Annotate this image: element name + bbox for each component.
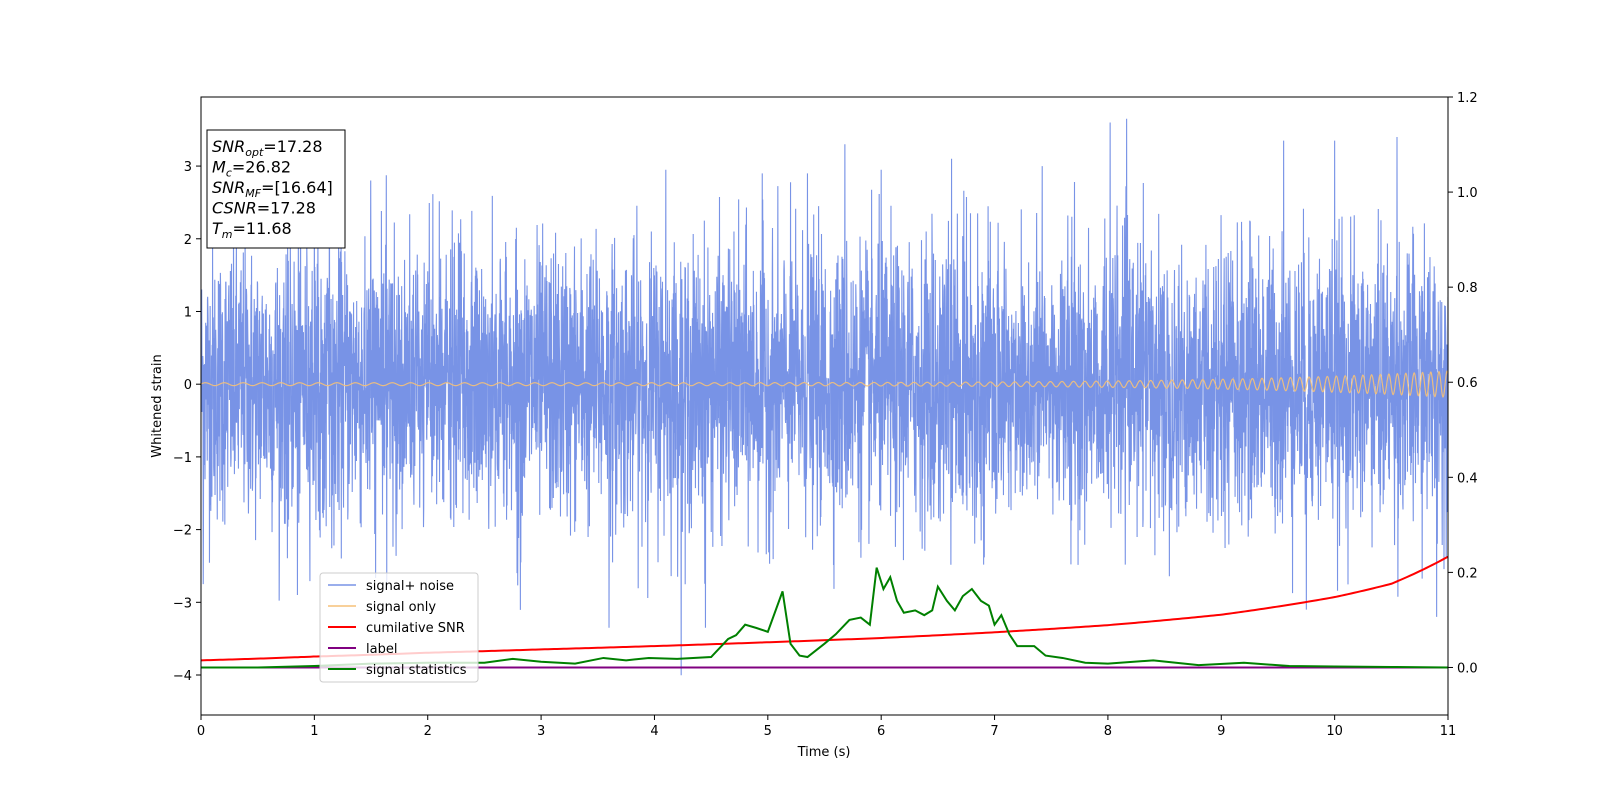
x-tick-label: 3: [537, 724, 545, 739]
plot-frame: [200, 96, 1449, 716]
legend-label: label: [366, 642, 397, 657]
x-tick-label: 5: [764, 724, 772, 739]
y-tick-label: 2: [184, 233, 192, 248]
y2-tick-label: 0.6: [1457, 376, 1478, 391]
series-line-signal-statistics: [201, 567, 1448, 669]
legend-label: cumilative SNR: [366, 621, 465, 636]
y-tick-label: −4: [173, 669, 192, 684]
y2-tick-label: 0.8: [1457, 281, 1478, 296]
y-tick-label: 0: [184, 378, 192, 393]
x-tick-label: 6: [877, 724, 885, 739]
y-tick-label: 3: [184, 160, 192, 175]
info-line: Tm=11.68: [212, 219, 292, 241]
x-axis-label: Time (s): [797, 745, 851, 760]
info-line: SNRopt=17.28: [212, 137, 323, 159]
info-line: SNRMF=[16.64]: [212, 178, 333, 200]
x-tick-label: 9: [1217, 724, 1225, 739]
x-tick-label: 0: [197, 724, 205, 739]
y2-tick-label: 0.0: [1457, 661, 1478, 676]
y-tick-label: 1: [184, 305, 192, 320]
y2-tick-label: 0.2: [1457, 566, 1478, 581]
legend-label: signal only: [366, 600, 436, 615]
info-box-frame: [206, 129, 346, 249]
x-tick-label: 4: [650, 724, 658, 739]
y-axis-label: Whitened strain: [150, 354, 165, 457]
legend-frame: [319, 572, 479, 683]
y2-tick-label: 1.0: [1457, 186, 1478, 201]
y-tick-label: −3: [173, 596, 192, 611]
x-tick-label: 7: [990, 724, 998, 739]
y2-tick-label: 1.2: [1457, 91, 1478, 106]
x-tick-label: 8: [1104, 724, 1112, 739]
x-tick-label: 11: [1440, 724, 1457, 739]
y-axis: −4 −3 −2 −1 0 1 2 3: [173, 160, 201, 684]
legend: signal+ noise signal only cumilative SNR la…: [319, 572, 479, 683]
legend-label: signal+ noise: [366, 579, 454, 594]
y2-axis: 0.0 0.2 0.4 0.6 0.8 1.0 1.2: [1448, 91, 1478, 676]
y2-tick-label: 0.4: [1457, 471, 1478, 486]
info-box: SNRopt=17.28Mc=26.82SNRMF=[16.64]CSNR=17…: [206, 129, 346, 249]
y-tick-label: −2: [173, 524, 192, 539]
x-tick-label: 1: [310, 724, 318, 739]
info-line: Mc=26.82: [212, 158, 291, 180]
y-tick-label: −1: [173, 451, 192, 466]
x-tick-label: 10: [1326, 724, 1343, 739]
series-line-signal-only: [201, 370, 1448, 398]
series-line-signal-noise: [201, 118, 1448, 676]
info-line: CSNR=17.28: [212, 199, 316, 218]
x-tick-label: 2: [424, 724, 432, 739]
x-axis: 0 1 2 3 4 5 6 7 8 9 10 11: [197, 715, 1456, 739]
legend-label: signal statistics: [366, 663, 467, 678]
